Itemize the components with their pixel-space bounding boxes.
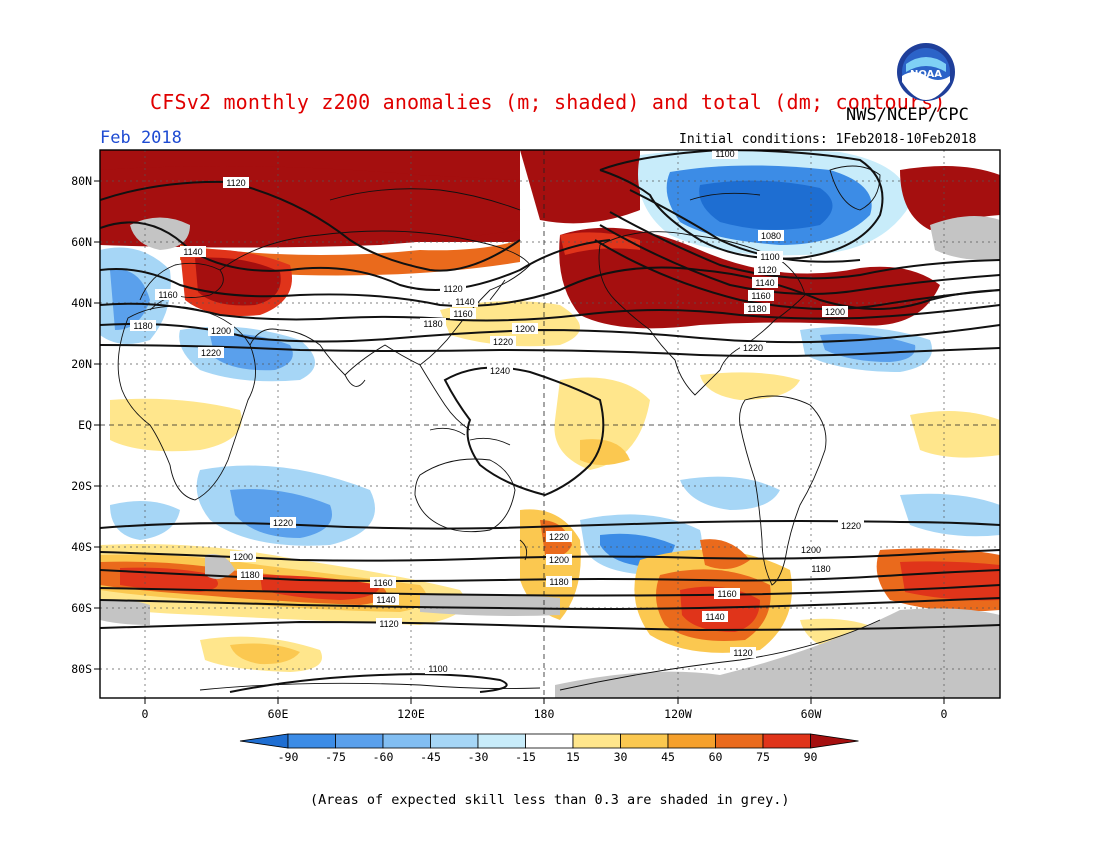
colorbar-tick-label: 15 [566,750,580,764]
map-title: CFSv2 monthly z200 anomalies (m; shaded)… [150,90,946,114]
contour-label: 1220 [549,532,569,542]
lon-label: 60E [268,707,289,721]
lat-label: 60N [71,235,92,249]
contour-label: 1120 [733,648,752,658]
contour-label: 1180 [423,319,442,329]
colorbar-tick-label: -60 [373,750,394,764]
contour-label: 1100 [715,149,734,159]
contour-label: 1200 [515,324,535,334]
lon-label: 0 [941,707,948,721]
contour-label: 1160 [158,290,177,300]
contour-label: 1080 [761,231,781,241]
contour-label: 1140 [705,612,724,622]
lat-label: 20S [71,479,92,493]
contour-label: 1160 [717,589,736,599]
initial-conditions-label: Initial conditions: 1Feb2018-10Feb2018 [679,132,977,147]
colorbar-tick-label: 30 [614,750,628,764]
colorbar-swatch [762,733,811,749]
colorbar-tick-label: -15 [515,750,536,764]
contour-label: 1200 [211,326,231,336]
lon-label: 120W [664,707,692,721]
contour-label: 1200 [825,307,845,317]
colorbar-swatch [287,733,336,749]
lat-label: 20N [71,357,92,371]
colorbar-swatch [477,733,526,749]
contour-label: 1200 [549,555,569,565]
colorbar-swatch [382,733,431,749]
colorbar-swatch [715,733,764,749]
contour-label: 1120 [379,619,398,629]
colorbar-swatch [667,733,716,749]
agency-label: NWS/NCEP/CPC [846,105,969,125]
height-contours [100,150,1000,693]
contour-label: 1220 [493,337,513,347]
colorbar-arrow-right [810,733,859,749]
contour-label: 1100 [428,664,447,674]
contour-label: 1120 [757,265,776,275]
contour-label: 1200 [801,545,821,555]
contour-label: 1200 [233,552,253,562]
coastlines [117,165,881,691]
colorbar-tick-label: 75 [756,750,770,764]
contour-label: 1220 [273,518,293,528]
contour-label: 1180 [240,570,259,580]
longitude-labels: 0 60E 120E 180 120W 60W 0 [142,707,948,721]
axis-ticks [94,180,945,704]
lat-label: 60S [71,601,92,615]
contour-label: 1160 [453,309,472,319]
colorbar-tick-label: -75 [325,750,346,764]
graticule [100,150,1000,698]
noaa-logo: NOAA [897,43,955,101]
lat-label: 40S [71,540,92,554]
contour-label: 1220 [743,343,763,353]
lon-label: 60W [801,707,822,721]
lat-label: 80S [71,662,92,676]
lon-label: 120E [397,707,425,721]
contour-label: 1180 [549,577,568,587]
lon-label: 0 [142,707,149,721]
contour-label: 1160 [373,578,392,588]
contour-label: 1120 [443,284,462,294]
contour-labels: 1120 1140 1160 1180 1200 1220 1120 1140 … [130,148,864,674]
contour-label: 1140 [183,247,202,257]
colorbar: -90 -75 -60 -45 -30 -15 15 30 45 60 75 90 [239,733,859,764]
colorbar-tick-label: 45 [661,750,675,764]
latitude-labels: 80N 60N 40N 20N EQ 20S 40S 60S 80S [71,174,92,676]
colorbar-swatch [335,733,384,749]
contour-label: 1180 [133,321,152,331]
contour-label: 1220 [201,348,221,358]
colorbar-swatch [430,733,479,749]
contour-label: 1140 [376,595,395,605]
colorbar-tick-label: -90 [278,750,299,764]
lat-label: 40N [71,296,92,310]
colorbar-swatch [620,733,669,749]
colorbar-tick-label: -30 [468,750,489,764]
lat-label: 80N [71,174,92,188]
colorbar-swatch [572,733,621,749]
colorbar-tick-label: 90 [804,750,818,764]
contour-label: 1120 [226,178,245,188]
colorbar-tick-label: 60 [709,750,723,764]
low-skill-mask [100,216,1000,698]
colorbar-arrow-left [239,733,289,749]
contour-label: 1180 [811,564,830,574]
lat-label: EQ [78,418,92,432]
contour-label: 1140 [755,278,774,288]
contour-label: 1180 [747,304,766,314]
logo-text: NOAA [910,69,942,80]
colorbar-tick-label: -45 [420,750,441,764]
contour-label: 1220 [841,521,861,531]
contour-label: 1160 [751,291,770,301]
contour-label: 1100 [760,252,779,262]
footnote: (Areas of expected skill less than 0.3 a… [310,792,790,808]
colorbar-swatch [525,733,574,749]
map-frame [99,149,1001,699]
contour-label: 1140 [455,297,474,307]
contour-label: 1240 [490,366,510,376]
lon-label: 180 [534,707,555,721]
forecast-month: Feb 2018 [100,128,182,148]
